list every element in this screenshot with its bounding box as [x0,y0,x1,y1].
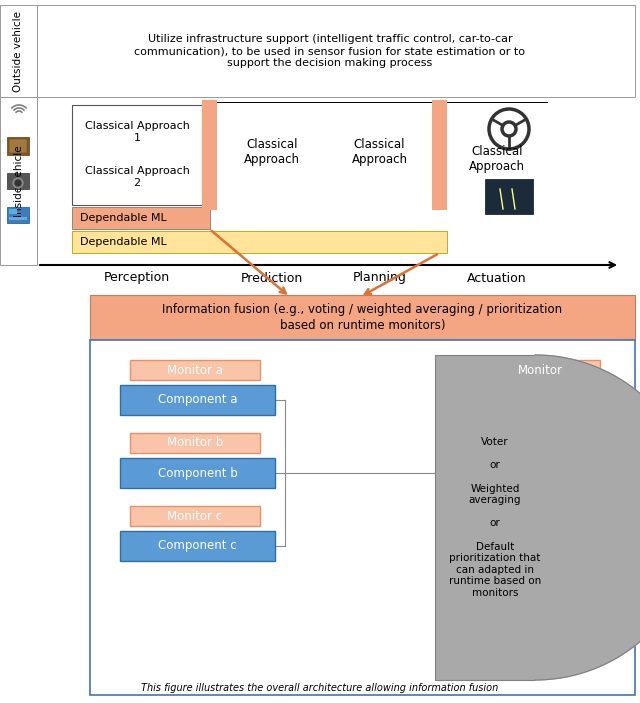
FancyBboxPatch shape [130,360,260,380]
Text: Dependable ML: Dependable ML [80,213,167,223]
Text: Monitor b: Monitor b [167,437,223,449]
Text: Inside vehicle: Inside vehicle [13,146,24,217]
FancyBboxPatch shape [130,506,260,526]
FancyBboxPatch shape [480,360,600,380]
Text: Actuation: Actuation [467,271,527,285]
FancyBboxPatch shape [485,179,533,214]
Text: Monitor: Monitor [518,363,563,377]
FancyBboxPatch shape [9,209,17,214]
FancyBboxPatch shape [120,385,275,415]
FancyBboxPatch shape [130,433,260,453]
FancyBboxPatch shape [120,458,275,488]
Text: Outside vehicle: Outside vehicle [13,11,24,91]
Text: Prediction: Prediction [241,271,303,285]
Text: Information fusion (e.g., voting / weighted averaging / prioritization
based on : Information fusion (e.g., voting / weigh… [163,304,563,332]
Text: Component c: Component c [158,539,237,553]
Text: Classical Approach
1: Classical Approach 1 [84,121,189,143]
Text: This figure illustrates the overall architecture allowing information fusion: This figure illustrates the overall arch… [141,683,499,693]
Text: Voter

or

Weighted
averaging

or

Default
prioritization that
can adapted in
ru: Voter or Weighted averaging or Default p… [449,437,541,598]
FancyBboxPatch shape [7,207,29,223]
FancyBboxPatch shape [90,295,635,340]
Text: Monitor a: Monitor a [167,363,223,377]
Text: Classical
Approach: Classical Approach [244,138,300,166]
FancyBboxPatch shape [72,105,202,205]
FancyBboxPatch shape [72,231,447,253]
Text: Planning: Planning [353,271,406,285]
FancyBboxPatch shape [0,97,37,265]
FancyBboxPatch shape [120,531,275,561]
Circle shape [13,178,23,188]
FancyBboxPatch shape [7,137,29,155]
FancyBboxPatch shape [72,207,210,229]
FancyBboxPatch shape [9,217,27,220]
Circle shape [15,180,21,186]
Text: Component a: Component a [157,394,237,406]
FancyBboxPatch shape [0,5,37,97]
Text: Utilize infrastructure support (intelligent traffic control, car-to-car
communic: Utilize infrastructure support (intellig… [134,34,525,67]
Text: Monitor c: Monitor c [168,510,223,522]
FancyBboxPatch shape [202,100,217,210]
FancyBboxPatch shape [7,173,29,189]
FancyBboxPatch shape [432,100,447,210]
Polygon shape [535,355,640,680]
FancyBboxPatch shape [90,340,635,695]
FancyBboxPatch shape [9,139,27,153]
Text: Perception: Perception [104,271,170,285]
Text: Dependable ML: Dependable ML [80,237,167,247]
FancyBboxPatch shape [435,355,535,680]
Text: Classical Approach
2: Classical Approach 2 [84,166,189,188]
FancyBboxPatch shape [37,5,635,97]
Text: Classical
Approach: Classical Approach [351,138,408,166]
Text: Component b: Component b [157,467,237,479]
Text: Classical
Approach: Classical Approach [469,145,525,173]
